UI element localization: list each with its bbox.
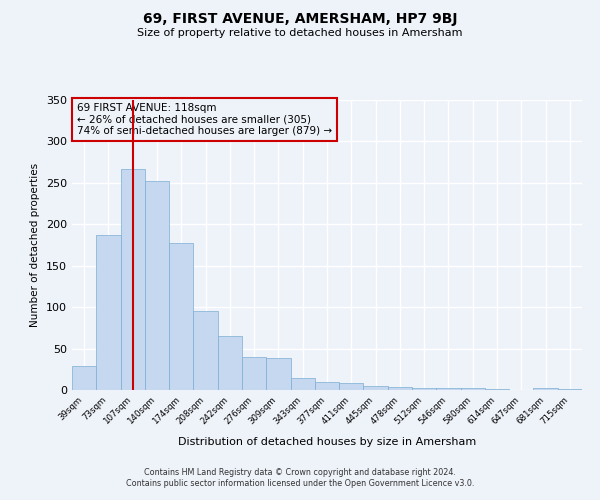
Bar bbox=[364, 386, 388, 390]
Bar bbox=[388, 386, 412, 390]
Bar bbox=[315, 382, 339, 390]
Bar bbox=[412, 388, 436, 390]
Bar bbox=[145, 181, 169, 390]
Bar bbox=[461, 388, 485, 390]
Bar bbox=[339, 384, 364, 390]
Bar bbox=[558, 389, 582, 390]
Bar bbox=[436, 388, 461, 390]
Text: Size of property relative to detached houses in Amersham: Size of property relative to detached ho… bbox=[137, 28, 463, 38]
Bar bbox=[169, 242, 193, 390]
Bar bbox=[533, 388, 558, 390]
Bar bbox=[485, 389, 509, 390]
Bar bbox=[96, 235, 121, 390]
Y-axis label: Number of detached properties: Number of detached properties bbox=[31, 163, 40, 327]
Bar bbox=[218, 336, 242, 390]
Text: 69 FIRST AVENUE: 118sqm
← 26% of detached houses are smaller (305)
74% of semi-d: 69 FIRST AVENUE: 118sqm ← 26% of detache… bbox=[77, 103, 332, 136]
Bar bbox=[72, 366, 96, 390]
Text: 69, FIRST AVENUE, AMERSHAM, HP7 9BJ: 69, FIRST AVENUE, AMERSHAM, HP7 9BJ bbox=[143, 12, 457, 26]
Bar bbox=[290, 378, 315, 390]
Text: Contains HM Land Registry data © Crown copyright and database right 2024.
Contai: Contains HM Land Registry data © Crown c… bbox=[126, 468, 474, 487]
Bar bbox=[121, 169, 145, 390]
X-axis label: Distribution of detached houses by size in Amersham: Distribution of detached houses by size … bbox=[178, 437, 476, 447]
Bar bbox=[242, 357, 266, 390]
Bar bbox=[193, 312, 218, 390]
Bar bbox=[266, 358, 290, 390]
